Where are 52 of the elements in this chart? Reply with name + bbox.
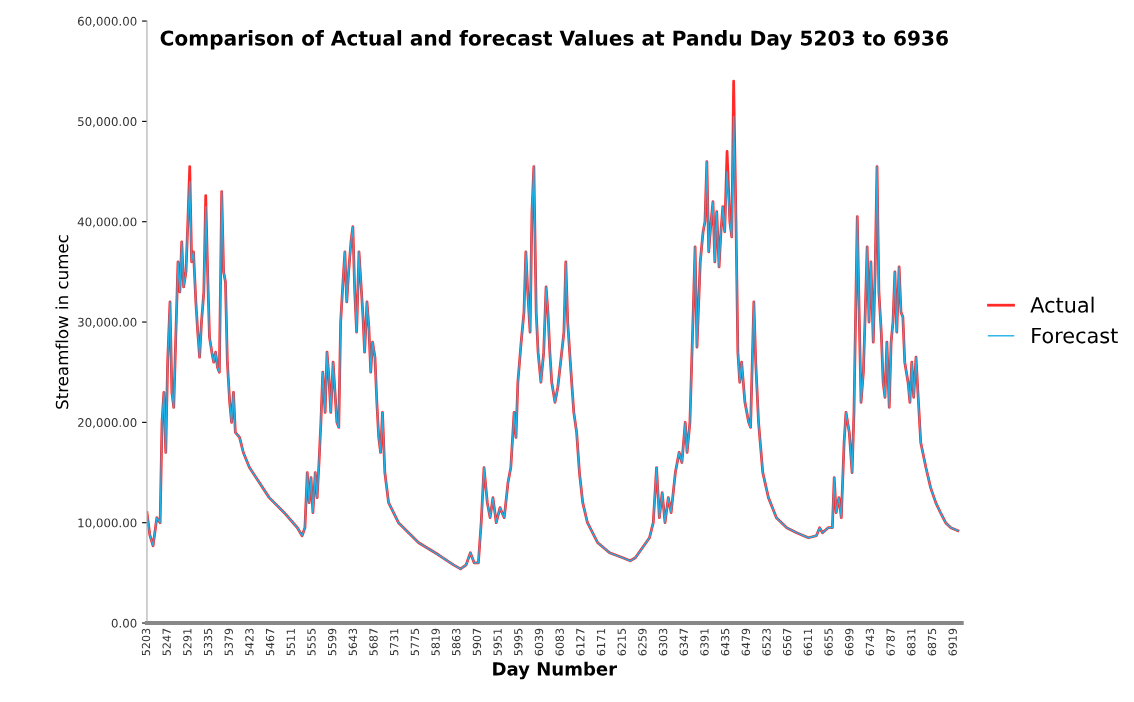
x-tick-label: 6655 bbox=[824, 628, 833, 656]
x-tick-label: 5511 bbox=[286, 628, 295, 656]
x-tick-label: 6303 bbox=[658, 628, 668, 656]
x-tick-label: 5467 bbox=[265, 628, 275, 656]
x-tick-label: 6875 bbox=[927, 628, 937, 656]
x-tick-label: 6259 bbox=[638, 628, 647, 656]
x-tick-label: 5203 bbox=[141, 628, 151, 656]
x-tick-label: 5423 bbox=[245, 628, 254, 656]
x-axis-title: Day Number bbox=[493, 661, 618, 680]
x-tick-label: 5335 bbox=[203, 628, 213, 656]
chart-title: Comparison of Actual and forecast Values at Pandu Day 5203 to 6936 bbox=[160, 30, 948, 50]
x-tick-label: 6743 bbox=[865, 628, 875, 656]
x-tick-label: 6523 bbox=[762, 628, 771, 656]
x-tick-label: 6479 bbox=[741, 628, 751, 656]
y-tick-label: 30,000.00 bbox=[78, 317, 137, 328]
x-tick-label: 5555 bbox=[307, 628, 316, 656]
x-tick-label: 5951 bbox=[493, 628, 502, 656]
x-tick-label: 5863 bbox=[452, 628, 461, 656]
x-tick-label: 5819 bbox=[431, 628, 440, 656]
x-tick-label: 5247 bbox=[162, 628, 171, 656]
x-tick-label: 6611 bbox=[803, 628, 813, 656]
x-tick-label: 5687 bbox=[369, 628, 378, 656]
y-tick-label: 50,000.00 bbox=[78, 117, 137, 128]
x-tick-label: 6435 bbox=[720, 628, 730, 656]
y-tick-label: 0.00 bbox=[111, 618, 137, 628]
x-tick-label: 6083 bbox=[555, 628, 564, 656]
x-tick-label: 6391 bbox=[700, 628, 709, 656]
x-tick-label: 5731 bbox=[389, 628, 399, 656]
x-tick-label: 5775 bbox=[410, 628, 420, 656]
x-tick-label: 5379 bbox=[224, 628, 233, 656]
legend-label: Forecast bbox=[1032, 327, 1118, 344]
x-tick-label: 6127 bbox=[576, 628, 585, 656]
x-tick-label: 6215 bbox=[617, 628, 626, 656]
x-tick-label: 6039 bbox=[534, 628, 544, 656]
x-tick-label: 6919 bbox=[948, 628, 957, 656]
x-tick-label: 6831 bbox=[907, 628, 916, 656]
y-axis-title: Streamflow in cumec bbox=[55, 235, 69, 409]
x-tick-label: 5291 bbox=[183, 628, 192, 656]
y-tick-label: 10,000.00 bbox=[78, 518, 137, 529]
x-tick-label: 5995 bbox=[514, 628, 523, 656]
y-tick-label: 20,000.00 bbox=[78, 418, 137, 429]
x-tick-label: 6171 bbox=[596, 628, 606, 656]
x-tick-label: 5643 bbox=[348, 628, 358, 656]
y-tick-label: 60,000.00 bbox=[77, 16, 137, 27]
x-tick-label: 6567 bbox=[782, 628, 792, 656]
x-tick-label: 6347 bbox=[679, 628, 688, 656]
x-tick-label: 5907 bbox=[472, 628, 482, 656]
x-tick-label: 6699 bbox=[845, 628, 854, 656]
y-tick-label: 40,000.00 bbox=[77, 217, 137, 228]
x-tick-label: 6787 bbox=[886, 628, 895, 656]
legend-label: Actual bbox=[1030, 296, 1094, 313]
x-tick-label: 5599 bbox=[327, 628, 337, 656]
